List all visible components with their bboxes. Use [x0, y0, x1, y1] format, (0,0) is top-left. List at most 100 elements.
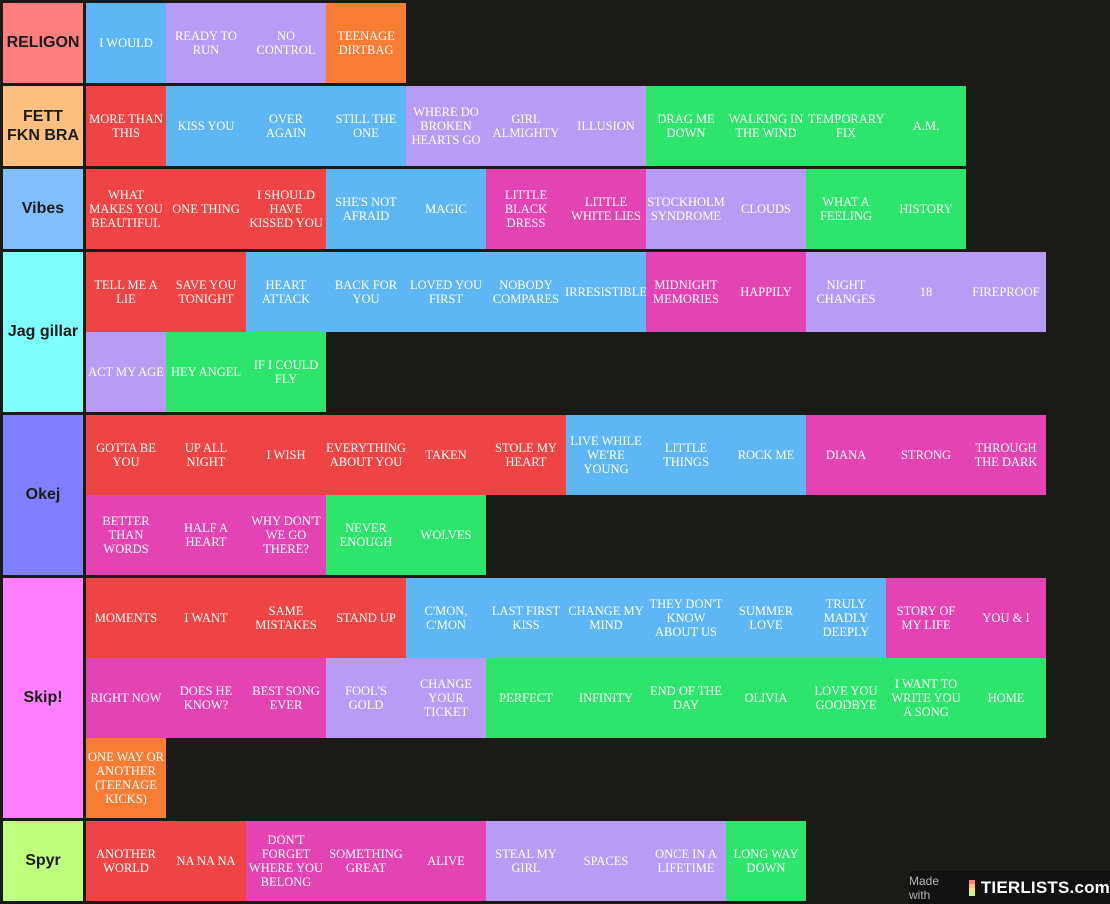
tier-item[interactable]: LIVE WHILE WE'RE YOUNG	[566, 415, 646, 495]
tier-item[interactable]: LITTLE BLACK DRESS	[486, 169, 566, 249]
tier-item[interactable]: CLOUDS	[726, 169, 806, 249]
tier-item[interactable]: ONE WAY OR ANOTHER (TEENAGE KICKS)	[86, 738, 166, 818]
tier-item[interactable]: NIGHT CHANGES	[806, 252, 886, 332]
tier-item[interactable]: OVER AGAIN	[246, 86, 326, 166]
tier-item[interactable]: ALIVE	[406, 821, 486, 901]
tier-item[interactable]: LITTLE WHITE LIES	[566, 169, 646, 249]
tier-item[interactable]: TAKEN	[406, 415, 486, 495]
tier-item[interactable]: BEST SONG EVER	[246, 658, 326, 738]
tier-label[interactable]: Okej	[3, 415, 83, 575]
tier-item[interactable]: WHAT A FEELING	[806, 169, 886, 249]
tier-item[interactable]: DOES HE KNOW?	[166, 658, 246, 738]
tier-item[interactable]: LOVED YOU FIRST	[406, 252, 486, 332]
tier-item[interactable]: BETTER THAN WORDS	[86, 495, 166, 575]
tier-item[interactable]: I SHOULD HAVE KISSED YOU	[246, 169, 326, 249]
tier-item[interactable]: HAPPILY	[726, 252, 806, 332]
tier-item[interactable]: WHERE DO BROKEN HEARTS GO	[406, 86, 486, 166]
tier-item[interactable]: ILLUSION	[566, 86, 646, 166]
tier-item[interactable]: STOLE MY HEART	[486, 415, 566, 495]
tier-label[interactable]: RELIGON	[3, 3, 83, 83]
tier-item[interactable]: LITTLE THINGS	[646, 415, 726, 495]
tier-item[interactable]: SUMMER LOVE	[726, 578, 806, 658]
tier-item[interactable]: STILL THE ONE	[326, 86, 406, 166]
tier-item[interactable]: WALKING IN THE WIND	[726, 86, 806, 166]
tier-item[interactable]: THEY DON'T KNOW ABOUT US	[646, 578, 726, 658]
tier-item[interactable]: C'MON, C'MON	[406, 578, 486, 658]
tier-item[interactable]: GOTTA BE YOU	[86, 415, 166, 495]
tier-item[interactable]: STAND UP	[326, 578, 406, 658]
tier-item[interactable]: TELL ME A LIE	[86, 252, 166, 332]
tier-item[interactable]: THROUGH THE DARK	[966, 415, 1046, 495]
tier-item[interactable]: DON'T FORGET WHERE YOU BELONG	[246, 821, 326, 901]
tier-item[interactable]: CHANGE YOUR TICKET	[406, 658, 486, 738]
tier-item[interactable]: IRRESISTIBLE	[565, 252, 647, 332]
tier-item[interactable]: NOBODY COMPARES	[486, 252, 566, 332]
tier-item[interactable]: LAST FIRST KISS	[486, 578, 566, 658]
tier-item[interactable]: I WOULD	[86, 3, 166, 83]
tier-label[interactable]: Skip!	[3, 578, 83, 818]
tier-item[interactable]: MAGIC	[406, 169, 486, 249]
tier-item[interactable]: STEAL MY GIRL	[486, 821, 566, 901]
tier-item[interactable]: WHY DON'T WE GO THERE?	[246, 495, 326, 575]
tier-item[interactable]: EVERYTHING ABOUT YOU	[326, 415, 406, 495]
tier-item[interactable]: A.M.	[886, 86, 966, 166]
tier-item[interactable]: HEY ANGEL	[166, 332, 246, 412]
tier-item[interactable]: SAVE YOU TONIGHT	[166, 252, 246, 332]
tier-item[interactable]: MOMENTS	[86, 578, 166, 658]
tier-item[interactable]: YOU & I	[966, 578, 1046, 658]
tier-label[interactable]: FETT FKN BRA	[3, 86, 83, 166]
tier-item[interactable]: KISS YOU	[166, 86, 246, 166]
tier-item[interactable]: STOCKHOLM SYNDROME	[646, 169, 726, 249]
tier-item[interactable]: STORY OF MY LIFE	[886, 578, 966, 658]
tier-item[interactable]: HEART ATTACK	[246, 252, 326, 332]
tier-item[interactable]: HOME	[966, 658, 1046, 738]
made-with-credit[interactable]: Made with TIERLISTS.com	[909, 871, 1110, 904]
tier-item[interactable]: ACT MY AGE	[86, 332, 166, 412]
tier-item[interactable]: I WANT	[166, 578, 246, 658]
tier-item[interactable]: WOLVES	[406, 495, 486, 575]
tier-item[interactable]: END OF THE DAY	[646, 658, 726, 738]
tier-item[interactable]: ONE THING	[166, 169, 246, 249]
tier-item[interactable]: ONCE IN A LIFETIME	[646, 821, 726, 901]
tier-item[interactable]: GIRL ALMIGHTY	[486, 86, 566, 166]
tier-item[interactable]: SHE'S NOT AFRAID	[326, 169, 406, 249]
tier-item[interactable]: FIREPROOF	[966, 252, 1046, 332]
tier-item[interactable]: MIDNIGHT MEMORIES	[646, 252, 726, 332]
tier-item[interactable]: RIGHT NOW	[86, 658, 166, 738]
tier-item[interactable]: IF I COULD FLY	[246, 332, 326, 412]
tier-item[interactable]: ANOTHER WORLD	[86, 821, 166, 901]
tier-item[interactable]: TEENAGE DIRTBAG	[326, 3, 406, 83]
tier-item[interactable]: SPACES	[566, 821, 646, 901]
tier-item[interactable]: OLIVIA	[726, 658, 806, 738]
tier-item[interactable]: INFINITY	[566, 658, 646, 738]
tier-item[interactable]: ROCK ME	[726, 415, 806, 495]
tier-item[interactable]: UP ALL NIGHT	[166, 415, 246, 495]
tier-item[interactable]: HISTORY	[886, 169, 966, 249]
tier-item[interactable]: SAME MISTAKES	[246, 578, 326, 658]
tier-item[interactable]: I WANT TO WRITE YOU A SONG	[886, 658, 966, 738]
tier-label[interactable]: Jag gillar	[3, 252, 83, 412]
tier-item[interactable]: STRONG	[886, 415, 966, 495]
tier-item[interactable]: MORE THAN THIS	[86, 86, 166, 166]
tier-item[interactable]: BACK FOR YOU	[326, 252, 406, 332]
tier-label[interactable]: Vibes	[3, 169, 83, 249]
tier-item[interactable]: I WISH	[246, 415, 326, 495]
tier-item[interactable]: READY TO RUN	[166, 3, 246, 83]
tier-item[interactable]: HALF A HEART	[166, 495, 246, 575]
tier-item[interactable]: 18	[886, 252, 966, 332]
tier-item[interactable]: PERFECT	[486, 658, 566, 738]
tier-item[interactable]: LOVE YOU GOODBYE	[806, 658, 886, 738]
tier-item[interactable]: WHAT MAKES YOU BEAUTIFUL	[86, 169, 166, 249]
tier-item[interactable]: TRULY MADLY DEEPLY	[806, 578, 886, 658]
tier-item[interactable]: NA NA NA	[166, 821, 246, 901]
tier-item[interactable]: DRAG ME DOWN	[646, 86, 726, 166]
tier-item[interactable]: TEMPORARY FIX	[806, 86, 886, 166]
tier-item[interactable]: NO CONTROL	[246, 3, 326, 83]
tier-item[interactable]: SOMETHING GREAT	[326, 821, 406, 901]
tier-item[interactable]: LONG WAY DOWN	[726, 821, 806, 901]
tier-label[interactable]: Spyr	[3, 821, 83, 901]
tier-item[interactable]: FOOL'S GOLD	[326, 658, 406, 738]
tier-item[interactable]: NEVER ENOUGH	[326, 495, 406, 575]
tier-item[interactable]: CHANGE MY MIND	[566, 578, 646, 658]
tier-item[interactable]: DIANA	[806, 415, 886, 495]
